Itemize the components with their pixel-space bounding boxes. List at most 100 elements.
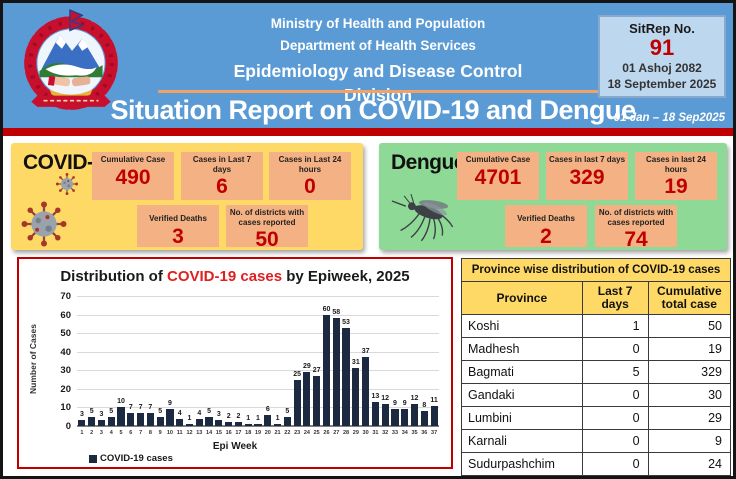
sitrep-number: 91	[649, 35, 675, 60]
bar-week-14	[205, 416, 213, 426]
bar-value-label: 3	[79, 411, 84, 419]
bar-week-6	[127, 413, 135, 426]
report-title: Situation Report on COVID-19 and Dengue	[110, 95, 636, 125]
bar-value-label: 1	[256, 415, 260, 423]
coronavirus-icon	[55, 172, 79, 196]
dengue-box-title: Dengue	[391, 151, 466, 174]
chart-y-axis-label: Number of Cases	[28, 324, 38, 394]
chart-gridline	[77, 314, 439, 316]
stat-value: 0	[304, 175, 316, 198]
stat-label: Cases in last 24 hours	[645, 155, 707, 174]
bar-week-27	[332, 318, 340, 426]
stat-value: 6	[216, 175, 228, 198]
province-distribution-table: Province wise distribution of COVID-19 c…	[461, 258, 732, 476]
x-axis-tick-label: 27	[333, 429, 340, 436]
bar-week-12	[185, 424, 194, 426]
x-axis-tick-label: 15	[215, 429, 222, 436]
legend-label: COVID-19 cases	[100, 453, 173, 464]
report-header: Ministry of Health and Population Depart…	[3, 3, 733, 128]
x-axis-tick-label: 16	[225, 429, 232, 436]
bar-value-label: 7	[138, 404, 143, 411]
bar-value-label: 5	[285, 407, 290, 415]
bar-week-34	[401, 409, 409, 426]
bar-value-label: 5	[109, 407, 114, 415]
nepal-government-emblem-logo	[24, 9, 118, 110]
bar-week-9	[156, 416, 164, 426]
ministry-name: Ministry of Health and Population	[270, 16, 486, 31]
stat-label: Verified Deaths	[517, 214, 575, 223]
chart-legend: COVID-19 cases	[89, 453, 173, 464]
x-axis-tick-label: 20	[264, 429, 271, 436]
bar-week-10	[166, 409, 174, 426]
bar-value-label: 37	[361, 348, 370, 356]
bar-value-label: 13	[371, 392, 380, 400]
x-axis-tick-label: 24	[303, 429, 310, 436]
covid-verified-deaths-card: Verified Deaths 3	[137, 205, 219, 248]
x-axis-tick-label: 28	[342, 429, 350, 436]
bar-week-19	[254, 424, 262, 426]
stat-value: 19	[664, 175, 688, 198]
x-axis-tick-label: 23	[294, 429, 301, 436]
report-date-range: 01 Jan – 18 Sep2025	[613, 112, 725, 124]
bar-week-3	[97, 420, 106, 426]
x-axis-tick-label: 22	[284, 429, 291, 436]
epiweek-bar-chart: Distribution of COVID-19 cases by Epiwee…	[17, 257, 453, 469]
x-axis-tick-label: 19	[254, 429, 262, 436]
cumulative-value: 329	[647, 360, 732, 384]
bar-value-label: 1	[246, 415, 251, 423]
mosquito-icon	[391, 193, 454, 242]
bar-week-7	[137, 413, 145, 426]
x-axis-tick-label: 34	[401, 429, 408, 436]
cumulative-value: 9	[647, 429, 732, 453]
dengue-summary-box: Dengue Cumulative Case 4701 Cases in	[379, 143, 727, 251]
stat-value: 3	[172, 224, 184, 248]
chart-plot-area: 0 10 20 30 40 50 60 70 3 1 5 2 3 3 5 4 10 5 7 6 7 7 7 8 5 9 9 10 4 11…	[60, 291, 439, 436]
bar-week-13	[195, 418, 203, 426]
stat-label: Cases in Last 24 hours	[278, 155, 342, 174]
covid-last24hours-card: Cases in Last 24 hours 0	[269, 152, 351, 200]
chart-gridline	[77, 351, 439, 353]
x-axis-tick-label: 30	[362, 429, 369, 436]
bar-value-label: 11	[430, 396, 438, 404]
chart-title-highlight: COVID-19 cases	[167, 268, 283, 285]
chart-title-suffix: by Epiweek, 2025	[282, 268, 410, 285]
x-axis-tick-label: 33	[391, 429, 399, 436]
bar-value-label: 4	[177, 409, 182, 417]
department-name: Department of Health Services	[280, 38, 476, 53]
x-axis-tick-label: 6	[129, 429, 133, 436]
x-axis-tick-label: 32	[382, 429, 389, 436]
bar-week-32	[381, 403, 389, 426]
cumulative-value: 24	[647, 452, 732, 476]
x-axis-tick-label: 2	[90, 429, 94, 436]
table-row: Sudurpashchim 0 24	[461, 452, 732, 476]
dengue-districts-reported-card: No. of districts with cases reported 74	[595, 205, 677, 251]
table-row: Bagmati 5 329	[461, 360, 732, 384]
x-axis-tick-label: 29	[352, 429, 359, 436]
table-row: Gandaki 0 30	[461, 383, 732, 407]
x-axis-tick-label: 3	[99, 429, 103, 436]
bar-week-29	[352, 368, 360, 426]
bar-week-20	[264, 414, 272, 426]
stat-value: 490	[115, 165, 151, 189]
last7-value: 5	[581, 360, 649, 384]
last7-value: 0	[581, 406, 649, 430]
x-axis-tick-label: 17	[235, 429, 242, 436]
province-name: Lumbini	[461, 406, 583, 430]
bar-week-28	[342, 327, 350, 426]
bar-week-31	[371, 401, 379, 426]
chart-x-axis-label: Epi Week	[212, 441, 258, 452]
bar-value-label: 5	[158, 407, 163, 415]
bar-week-21	[273, 424, 282, 426]
bar-value-label: 31	[351, 359, 360, 367]
bar-value-label: 8	[422, 402, 427, 410]
stat-label: Cumulative Case	[100, 155, 166, 164]
bar-week-30	[362, 357, 370, 426]
chart-title: Distribution of COVID-19 cases by Epiwee…	[19, 268, 451, 285]
header-red-divider-bar	[3, 128, 733, 136]
sitrep-label: SitRep No.	[629, 21, 695, 36]
y-axis-tick-label: 30	[60, 365, 71, 377]
covid19-summary-box: COVID-19	[11, 143, 363, 251]
y-axis-tick-label: 40	[60, 346, 71, 358]
bar-week-26	[322, 314, 331, 426]
